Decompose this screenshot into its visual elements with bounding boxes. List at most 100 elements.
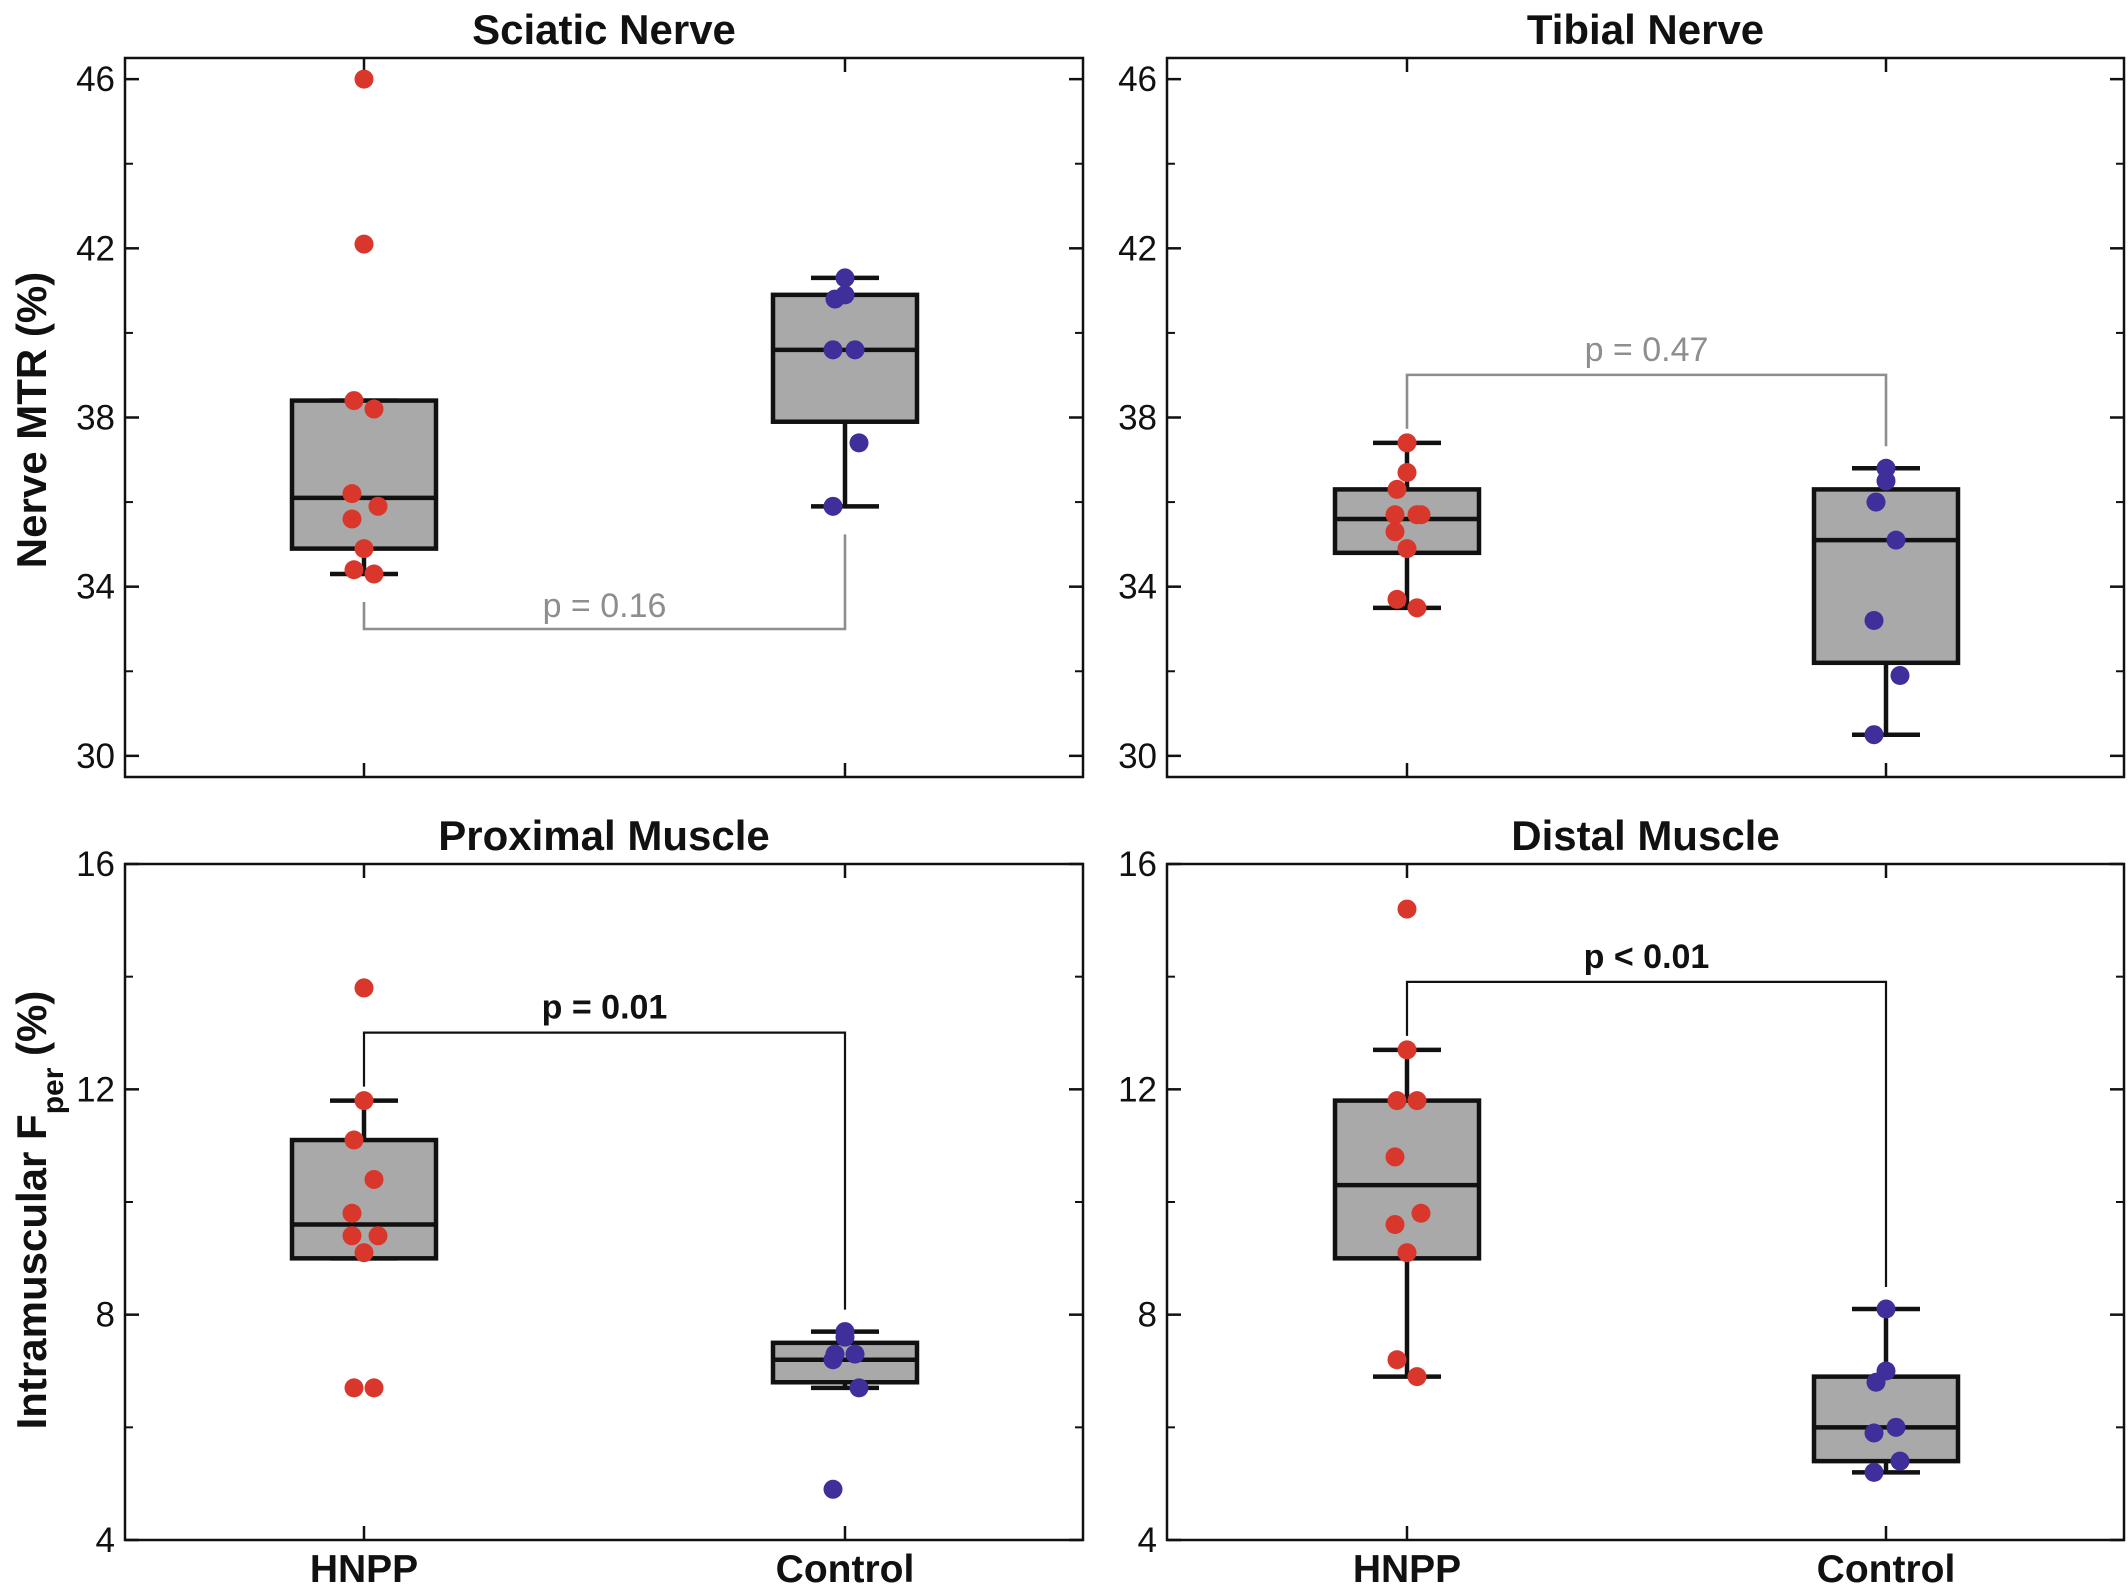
- box-iqr: [1811, 487, 1961, 666]
- data-point-hnpp: [1397, 433, 1417, 453]
- y-tick-label: 8: [1138, 1296, 1157, 1335]
- data-point-hnpp: [1397, 1040, 1417, 1060]
- x-category-label-control: Control: [776, 1548, 915, 1591]
- data-point-hnpp: [1397, 899, 1417, 919]
- data-point-hnpp: [1411, 505, 1431, 525]
- significance-bracket: [362, 1031, 847, 1310]
- x-category-label-hnpp: HNPP: [1353, 1548, 1461, 1591]
- y-axis-label-bottom-unit: (%): [8, 991, 55, 1068]
- data-point-hnpp: [1407, 1091, 1427, 1111]
- data-point-hnpp: [1385, 1215, 1405, 1235]
- data-point-hnpp: [342, 1203, 362, 1223]
- data-point-control: [1886, 530, 1906, 550]
- y-tick-label: 8: [96, 1296, 115, 1335]
- y-tick-label: 46: [76, 60, 115, 99]
- data-point-hnpp: [1397, 1243, 1417, 1263]
- box-hnpp: [1332, 1047, 1482, 1379]
- box-control: [1811, 466, 1961, 737]
- box-iqr: [1811, 1374, 1961, 1464]
- plot-frame: [1165, 56, 2126, 779]
- plot-frame: [123, 862, 1085, 1542]
- data-point-hnpp: [342, 484, 362, 504]
- data-point-hnpp: [342, 509, 362, 529]
- panel-4: Distal Muscle 4 8 12 16 HNPP Control p < 0.01: [1118, 812, 2126, 1591]
- data-point-hnpp: [1385, 505, 1405, 525]
- data-point-hnpp: [354, 234, 374, 254]
- panel-2: Tibial Nerve 30 34 38 42 46 p = 0.47: [1118, 6, 2126, 779]
- data-point-control: [1864, 1423, 1884, 1443]
- panel-title: Distal Muscle: [1511, 812, 1779, 859]
- data-point-hnpp: [1385, 522, 1405, 542]
- panel-1: Sciatic Nerve 30 34 38 42 46 p = 0.16: [76, 6, 1085, 779]
- y-tick-label: 12: [76, 1070, 115, 1109]
- y-tick-label: 42: [1118, 229, 1157, 268]
- box-control: [770, 275, 920, 509]
- box-hnpp: [289, 1098, 439, 1261]
- data-point-control: [823, 1350, 843, 1370]
- p-value-label: p = 0.01: [542, 989, 668, 1027]
- data-point-control: [835, 1327, 855, 1347]
- y-axis-label-top: Nerve MTR (%): [8, 272, 55, 568]
- data-point-hnpp: [1397, 539, 1417, 559]
- data-point-hnpp: [344, 1378, 364, 1398]
- panel-3: Proximal Muscle 4 8 12 16 HNPP Control p = 0.01: [76, 812, 1085, 1591]
- data-point-control: [1890, 1451, 1910, 1471]
- x-category-label-control: Control: [1817, 1548, 1956, 1591]
- y-axis-label-bottom-subscript: per: [37, 1067, 70, 1114]
- data-point-control: [849, 433, 869, 453]
- data-point-control: [845, 1344, 865, 1364]
- significance-bracket: [1405, 980, 1888, 1288]
- y-tick-label: 16: [1118, 845, 1157, 884]
- y-tick-label: 46: [1118, 60, 1157, 99]
- data-point-hnpp: [368, 1226, 388, 1246]
- data-point-hnpp: [344, 560, 364, 580]
- panel-title: Sciatic Nerve: [472, 6, 736, 53]
- data-point-hnpp: [1397, 462, 1417, 482]
- y-axis-label-bottom-main: Intramuscular F: [8, 1114, 55, 1429]
- data-point-hnpp: [354, 1091, 374, 1111]
- box-control: [1811, 1306, 1961, 1475]
- data-point-hnpp: [368, 496, 388, 516]
- p-value-label: p < 0.01: [1584, 938, 1710, 976]
- panel-title: Tibial Nerve: [1527, 6, 1764, 53]
- y-tick-label: 12: [1118, 1070, 1157, 1109]
- data-point-hnpp: [1407, 598, 1427, 618]
- data-point-control: [845, 340, 865, 360]
- data-point-control: [849, 1378, 869, 1398]
- y-tick-label: 30: [76, 737, 115, 776]
- data-point-hnpp: [1407, 1367, 1427, 1387]
- p-value-label: p = 0.16: [543, 587, 667, 625]
- y-tick-label: 4: [1138, 1521, 1157, 1560]
- panels: Sciatic Nerve 30 34 38 42 46 p = 0.16 Tibial Ne…: [76, 6, 2126, 1591]
- data-point-control: [835, 268, 855, 288]
- y-tick-label: 34: [1118, 568, 1157, 607]
- box-iqr: [770, 1340, 920, 1385]
- y-tick-label: 4: [96, 1521, 115, 1560]
- y-tick-label: 38: [76, 399, 115, 438]
- significance-bracket: [362, 534, 847, 631]
- y-tick-label: 38: [1118, 399, 1157, 438]
- box-iqr: [289, 1137, 439, 1261]
- data-point-hnpp: [364, 1169, 384, 1189]
- box-iqr: [1332, 1098, 1482, 1261]
- data-point-control: [823, 1479, 843, 1499]
- data-point-hnpp: [364, 399, 384, 419]
- data-point-control: [823, 340, 843, 360]
- data-point-hnpp: [354, 69, 374, 89]
- data-point-hnpp: [354, 1243, 374, 1263]
- data-point-hnpp: [364, 564, 384, 584]
- data-point-control: [1876, 1299, 1896, 1319]
- data-point-hnpp: [1385, 1147, 1405, 1167]
- y-tick-label: 42: [76, 229, 115, 268]
- data-point-control: [1864, 611, 1884, 631]
- data-point-control: [1864, 725, 1884, 745]
- significance-bracket: [1405, 373, 1888, 447]
- data-point-control: [1864, 1462, 1884, 1482]
- y-axis-label-bottom: Intramuscular Fper (%): [8, 991, 70, 1430]
- data-point-control: [1886, 1417, 1906, 1437]
- data-point-hnpp: [354, 978, 374, 998]
- x-category-label-hnpp: HNPP: [310, 1548, 418, 1591]
- data-point-hnpp: [354, 539, 374, 559]
- data-point-control: [1866, 492, 1886, 512]
